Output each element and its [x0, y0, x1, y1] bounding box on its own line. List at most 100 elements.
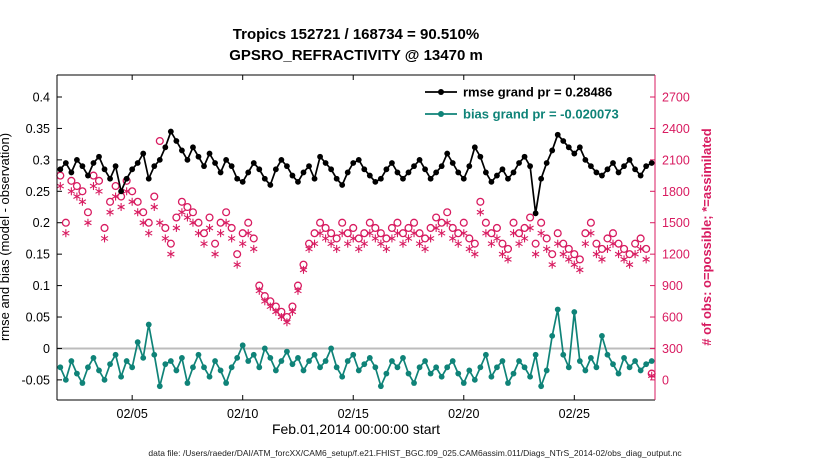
assimilated-marker [542, 246, 551, 252]
rmse-marker [582, 156, 589, 163]
assimilated-marker [222, 220, 230, 226]
assimilated-marker [56, 183, 65, 189]
assimilated-marker [487, 241, 496, 247]
possible-marker [150, 192, 159, 201]
assimilated-marker [432, 225, 440, 231]
rmse-marker [173, 138, 180, 144]
rmse-marker [621, 163, 627, 170]
assimilated-marker [581, 241, 590, 247]
possible-marker [316, 218, 325, 227]
assimilated-marker [625, 262, 634, 268]
bias-marker [234, 354, 241, 361]
bias-marker [328, 345, 335, 352]
legend-label-bias: bias grand pr = -0.020073 [463, 107, 619, 122]
right-axis-tick-label: 0 [662, 373, 669, 387]
assimilated-marker [332, 246, 341, 252]
bias-marker [527, 373, 533, 380]
rmse-marker [377, 175, 384, 182]
possible-marker [492, 223, 501, 233]
assimilated-marker [642, 256, 650, 262]
rmse-marker [361, 166, 368, 173]
rmse-marker [510, 169, 517, 176]
possible-marker [349, 223, 358, 233]
assimilated-marker [227, 235, 236, 241]
rmse-marker [372, 178, 379, 185]
bias-marker [85, 364, 91, 371]
assimilated-marker [150, 204, 159, 210]
rmse-marker [383, 166, 390, 173]
assimilated-marker [288, 309, 297, 315]
possible-marker [227, 223, 236, 233]
assimilated-marker [122, 188, 131, 194]
possible-marker [564, 244, 573, 253]
assimilated-marker [178, 209, 186, 215]
bias-marker [145, 321, 152, 328]
assimilated-marker [520, 235, 529, 241]
assimilated-marker [73, 194, 81, 200]
rmse-marker [344, 169, 351, 176]
possible-marker [100, 223, 109, 233]
rmse-marker [560, 138, 567, 144]
assimilated-marker [89, 183, 98, 189]
possible-marker [597, 244, 606, 253]
rmse-marker [527, 163, 533, 170]
bias-marker [289, 361, 296, 368]
bias-marker [140, 354, 147, 361]
bias-marker [571, 309, 578, 315]
rmse-marker [306, 163, 312, 170]
rmse-marker [416, 156, 423, 163]
possible-marker [559, 239, 568, 248]
assimilated-marker [377, 241, 385, 247]
possible-marker [476, 197, 485, 206]
bias-marker [621, 354, 627, 361]
assimilated-marker [261, 298, 269, 304]
bias-marker [239, 342, 246, 349]
possible-marker [166, 239, 175, 248]
assimilated-marker [156, 220, 164, 226]
bias-marker [576, 358, 583, 364]
bias-marker [228, 364, 235, 371]
assimilated-marker [305, 246, 313, 252]
rmse-marker [339, 182, 346, 188]
bias-marker [455, 370, 462, 377]
possible-marker [603, 234, 612, 243]
rmse-marker [471, 144, 478, 151]
bias-marker [90, 354, 97, 361]
x-axis-tick-label: 02/10 [227, 407, 258, 421]
possible-marker [139, 208, 148, 217]
assimilated-marker [189, 220, 197, 226]
bias-marker [394, 364, 401, 371]
possible-marker [404, 223, 413, 233]
possible-marker [133, 197, 142, 206]
rmse-marker [615, 169, 622, 176]
rmse-marker [394, 169, 401, 176]
bias-marker [167, 358, 174, 364]
bias-marker [156, 383, 163, 390]
bias-marker [162, 361, 169, 368]
assimilated-marker [426, 235, 435, 241]
rmse-marker [256, 166, 263, 173]
assimilated-marker [592, 251, 601, 257]
assimilated-marker [476, 209, 485, 215]
possible-marker [509, 218, 518, 227]
rmse-marker [245, 169, 252, 176]
possible-marker [387, 223, 396, 233]
rmse-marker [162, 144, 169, 151]
assimilated-marker [310, 241, 319, 247]
bias-marker [604, 351, 611, 358]
bias-marker [250, 351, 257, 358]
assimilated-marker [636, 246, 645, 252]
bias-marker [637, 367, 644, 374]
rmse-marker [129, 166, 136, 173]
possible-marker [382, 234, 391, 243]
rmse-marker [355, 156, 362, 163]
rmse-marker [212, 160, 218, 166]
assimilated-marker [216, 230, 225, 236]
possible-marker [128, 187, 137, 196]
possible-marker [614, 239, 623, 248]
rmse-marker [422, 166, 428, 173]
assimilated-marker [609, 241, 617, 247]
possible-marker [94, 176, 104, 185]
rmse-marker [610, 160, 616, 166]
possible-marker [249, 234, 258, 243]
